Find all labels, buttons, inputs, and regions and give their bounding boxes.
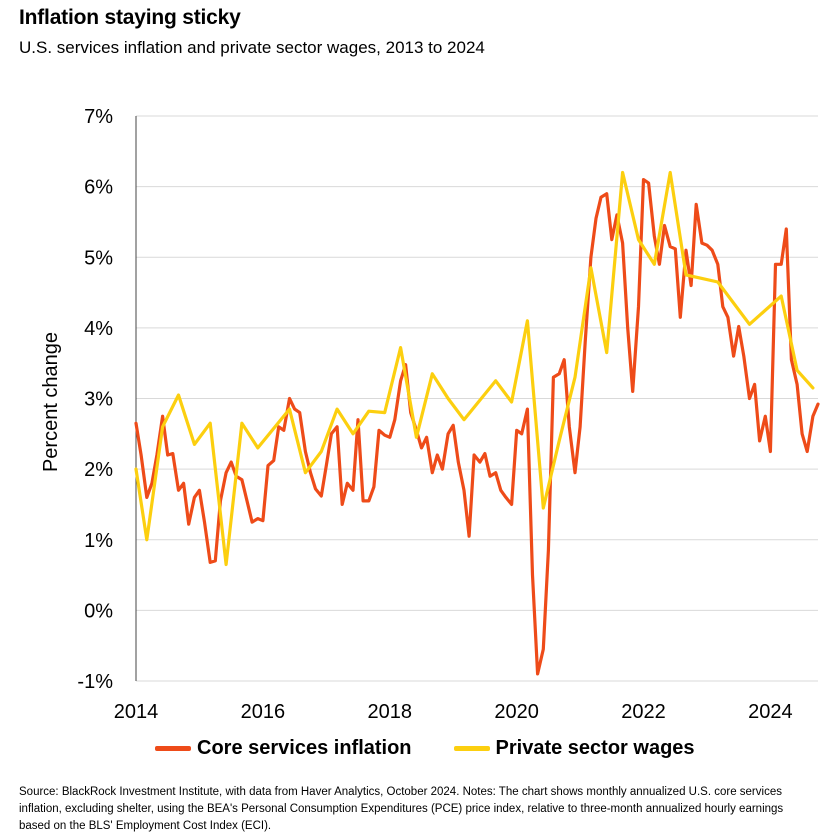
legend-item-core-services: Core services inflation: [155, 737, 412, 760]
legend-swatch-private-wages: [453, 746, 490, 751]
chart-title: Inflation staying sticky: [19, 6, 241, 29]
chart-subtitle: U.S. services inflation and private sect…: [19, 38, 485, 57]
y-tick-label: 0%: [84, 600, 113, 622]
y-tick-label: 7%: [84, 106, 113, 128]
legend: Core services inflation Private sector w…: [155, 737, 737, 760]
y-tick-label: 6%: [84, 177, 113, 199]
y-tick-label: 4%: [84, 318, 113, 340]
legend-swatch-core-services: [155, 746, 191, 751]
x-tick-labels: 2014 2016 2018 2020 2022 2024: [114, 701, 793, 723]
series-line-core-services-inflation: [134, 178, 820, 676]
y-tick-label: 1%: [84, 530, 113, 552]
x-tick-label: 2014: [114, 701, 159, 723]
y-tick-label: -1%: [77, 671, 113, 693]
line-chart: 7% 6% 5% 4% 3% 2% 1% 0% -1% 2014 2016 2018 2020 2022…: [40, 106, 820, 723]
source-note: Source: BlackRock Investment Institute, …: [19, 786, 784, 832]
x-tick-label: 2016: [241, 701, 286, 723]
x-tick-label: 2020: [494, 701, 539, 723]
legend-item-private-wages: Private sector wages: [453, 737, 695, 760]
series-line-private-sector-wages: [134, 170, 815, 567]
y-tick-label: 5%: [84, 247, 113, 269]
x-tick-label: 2022: [621, 701, 666, 723]
legend-label-private-wages: Private sector wages: [495, 737, 695, 759]
x-tick-label: 2024: [748, 701, 793, 723]
legend-label-core-services: Core services inflation: [197, 737, 412, 759]
grid-lines: [136, 115, 818, 682]
y-axis-label: Percent change: [40, 332, 62, 472]
series-lines: [134, 170, 820, 676]
y-tick-labels: 7% 6% 5% 4% 3% 2% 1% 0% -1%: [77, 106, 113, 693]
y-tick-label: 3%: [84, 389, 113, 411]
y-tick-label: 2%: [84, 459, 113, 481]
x-tick-label: 2018: [368, 701, 413, 723]
